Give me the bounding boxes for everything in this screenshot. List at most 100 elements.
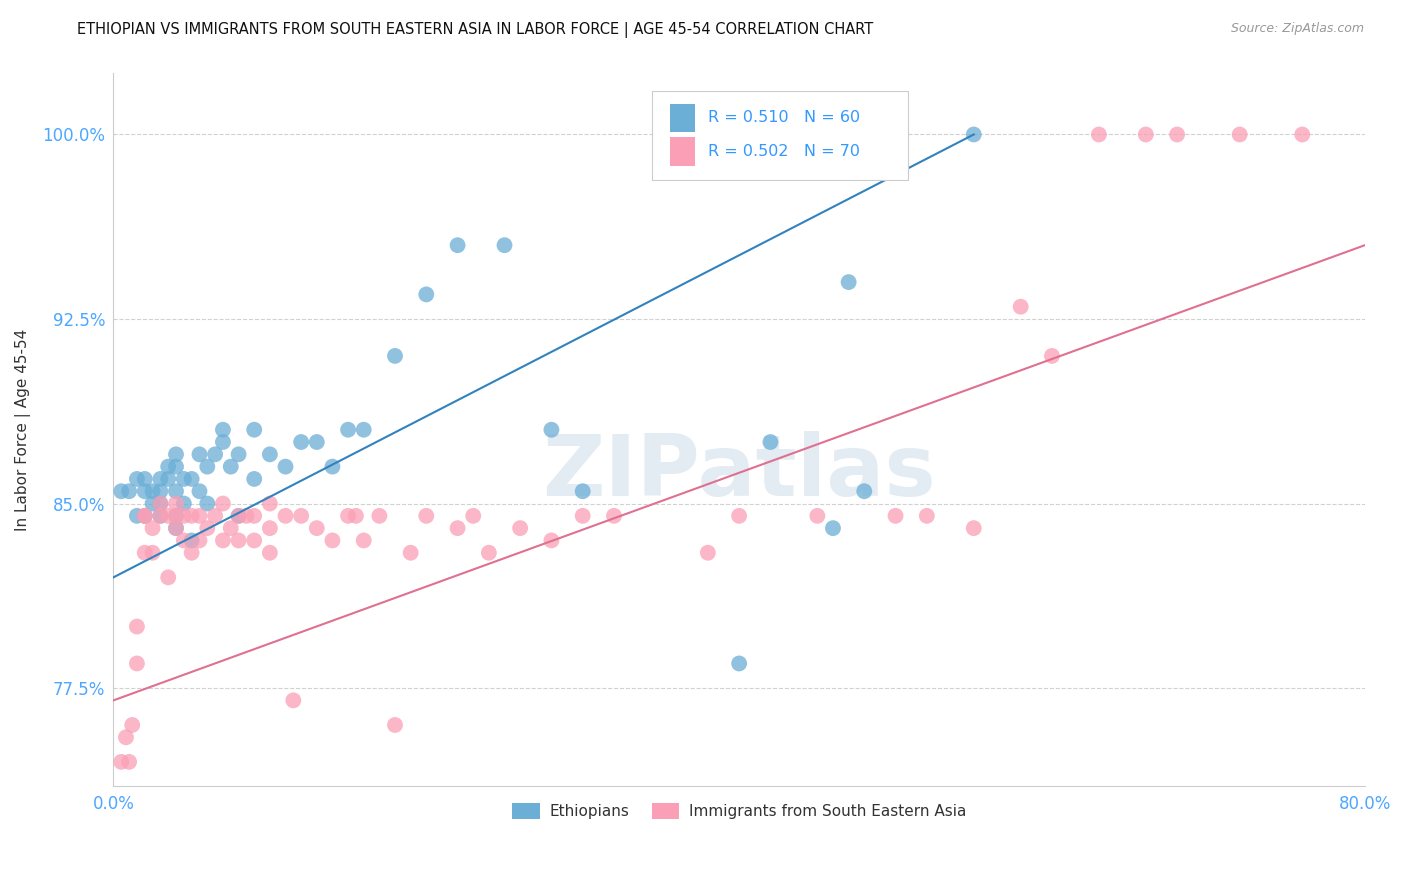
Point [446,238,468,252]
Point [399,546,422,560]
Point [165,497,187,511]
Text: Source: ZipAtlas.com: Source: ZipAtlas.com [1230,22,1364,36]
Point [165,508,187,523]
Point [212,497,235,511]
Point [509,521,531,535]
Point [134,546,156,560]
Point [696,546,718,560]
Point [228,508,250,523]
Point [110,755,132,769]
Point [353,423,375,437]
Point [1229,128,1251,142]
Point [149,508,172,523]
Point [915,508,938,523]
Point [165,521,187,535]
Text: ETHIOPIAN VS IMMIGRANTS FROM SOUTH EASTERN ASIA IN LABOR FORCE | AGE 45-54 CORRE: ETHIOPIAN VS IMMIGRANTS FROM SOUTH EASTE… [77,22,873,38]
Point [165,521,187,535]
Point [115,731,138,745]
Point [149,484,172,499]
Point [259,546,281,560]
Point [180,472,202,486]
Point [344,508,367,523]
Point [884,128,907,142]
Point [165,508,187,523]
Point [1088,128,1111,142]
Point [963,128,986,142]
Point [806,508,828,523]
Point [157,570,180,584]
Point [141,484,163,499]
Point [212,533,235,548]
Point [243,533,266,548]
Point [463,508,485,523]
Point [650,841,672,855]
Point [149,472,172,486]
Point [337,423,360,437]
Point [790,128,813,142]
Point [728,657,751,671]
Point [274,459,297,474]
Point [853,484,876,499]
Point [321,459,343,474]
Point [134,508,156,523]
Point [125,508,148,523]
Point [180,533,202,548]
Point [204,508,226,523]
Y-axis label: In Labor Force | Age 45-54: In Labor Force | Age 45-54 [15,328,31,531]
Point [188,533,211,548]
Point [165,484,187,499]
Point [290,435,312,450]
Point [571,484,593,499]
Point [173,497,195,511]
Point [173,508,195,523]
Point [243,508,266,523]
Point [134,472,156,486]
Point [728,508,751,523]
Point [243,472,266,486]
Point [195,521,218,535]
Point [219,459,242,474]
Point [118,755,141,769]
Point [821,521,844,535]
Point [884,508,907,523]
Point [141,521,163,535]
Point [180,508,202,523]
Point [1040,349,1063,363]
Text: R = 0.510   N = 60: R = 0.510 N = 60 [707,111,860,126]
Point [195,459,218,474]
Point [134,508,156,523]
Point [149,508,172,523]
Point [790,128,813,142]
Point [149,497,172,511]
Point [228,508,250,523]
Text: R = 0.502   N = 70: R = 0.502 N = 70 [707,144,860,159]
Point [228,447,250,461]
Point [353,533,375,548]
Point [494,238,516,252]
Point [125,472,148,486]
Point [134,484,156,499]
Point [1166,128,1188,142]
Point [305,435,328,450]
Point [121,718,143,732]
Point [235,508,257,523]
Point [259,497,281,511]
Point [125,657,148,671]
Point [274,508,297,523]
Point [157,508,180,523]
Point [149,497,172,511]
Point [188,508,211,523]
Point [243,423,266,437]
Point [157,459,180,474]
Point [141,546,163,560]
Point [305,521,328,535]
Point [165,447,187,461]
Point [384,349,406,363]
Point [118,484,141,499]
Point [188,484,211,499]
Point [219,521,242,535]
Point [571,508,593,523]
Point [368,508,391,523]
Point [446,521,468,535]
Point [540,423,562,437]
